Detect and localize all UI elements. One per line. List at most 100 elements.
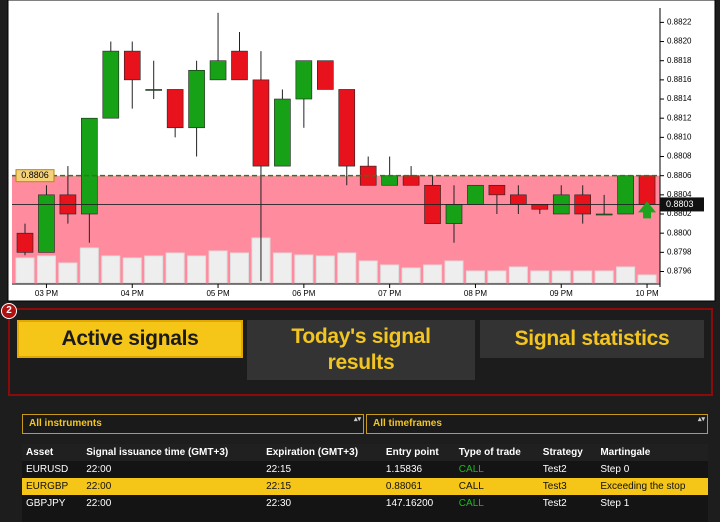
table-cell: EURUSD [26,464,69,475]
volume-bar [272,252,292,284]
signal-level-label: 0.8806 [21,170,49,180]
signal-arrow [638,201,657,219]
candle-body [274,98,291,167]
y-tick-label: 0.8802 [667,209,692,218]
volume-bar [380,264,400,284]
y-tick-label: 0.8798 [667,247,692,256]
volume-bar [337,252,357,284]
candle-body [617,175,634,215]
table-cell: 147.16200 [385,498,434,509]
y-tick-label: 0.8814 [667,94,692,103]
volume-bar [530,270,550,284]
table-cell: EURGBP [22,478,83,495]
tab[interactable]: Signal statistics [480,320,704,358]
table-cell: 0.88061 [381,478,455,495]
table-cell: CALL [458,498,484,509]
candle-body [488,184,506,196]
column-header: Expiration (GMT+3) [262,444,382,461]
volume-bar [208,250,228,284]
volume-bar [637,274,657,284]
volume-bar [358,260,378,284]
volume-bar [15,257,35,284]
volume-bar [58,262,78,284]
tab[interactable]: Active signals [17,320,243,358]
volume-bar [423,264,443,284]
table-cell: 22:15 [262,478,382,495]
y-tick-label: 0.8810 [667,132,692,141]
tab[interactable]: Today's signal results [247,320,475,380]
column-header: Type of trade [454,444,539,461]
candle-body [209,60,227,81]
dropdown[interactable]: All timeframes [366,414,708,434]
table-cell: CALL [454,478,539,495]
volume-bar [144,255,164,284]
table-cell: 22:00 [86,498,112,509]
x-tick-label: 04 PM [121,289,144,298]
y-tick-label: 0.8800 [667,228,692,237]
volume-bar [165,252,185,284]
candle-body [16,232,34,253]
table-cell: 22:15 [266,464,292,475]
y-tick-label: 0.8804 [667,190,692,199]
table-cell: CALL [458,464,484,475]
y-tick-label: 0.8806 [667,171,692,180]
table-cell: GBPJPY [26,498,66,509]
candle-body [123,50,141,81]
header-row: Asset Signal issuance time (GMT+3) Expirat… [22,444,708,461]
candle-body [338,89,356,167]
volume-bar [79,247,99,284]
y-tick-label: 0.8818 [667,56,692,65]
x-tick-label: 08 PM [464,289,487,298]
volume-bar [230,252,249,284]
badge: 2 [1,303,17,319]
candle-body [166,89,184,129]
x-tick-label: 07 PM [378,289,401,298]
column-header: Strategy [538,444,597,461]
candle-body [595,213,613,216]
y-tick-label: 0.8816 [667,75,692,84]
volume-bar [315,255,335,284]
table-cell: 22:30 [266,498,292,509]
volume-bar [294,254,314,284]
y-tick-label: 0.8808 [667,152,692,161]
column-header: Martingale [596,444,708,461]
current-price-box [660,197,704,212]
column-header: Signal issuance time (GMT+3) [82,444,263,461]
table-cell: Step 0 [600,464,630,475]
table-row: EURGBP 22:00 22:15 0.88061 CALL Test3 Exceedin… [22,478,708,495]
current-price-label: 0.8803 [666,199,694,209]
volume-bar [594,270,614,284]
column-header: Asset [22,444,83,461]
x-tick-label: 09 PM [550,289,573,298]
signal-level-box [15,169,55,183]
table-row: EURUSD 22:00 22:15 1.15836 CALL Test2 Step 0 [22,461,708,478]
volume-bar [573,270,593,284]
chart: 0.8796 0.8798 0.8800 0.8802 0.8804 0.8806 0.88… [7,0,716,302]
signals-table: Asset Signal issuance time (GMT+3) Expirat… [22,444,708,522]
volume-bar [465,270,485,284]
table-cell: Exceeding the stop [596,478,708,495]
volume-bar [551,270,571,284]
candle-body [81,117,98,215]
column-header: Entry point [381,444,455,461]
candle-body [188,69,205,129]
candle-body [316,60,334,90]
volume-bar [616,266,636,284]
table-cell: Test2 [542,498,567,509]
candle-body [638,175,656,205]
y-tick-label: 0.8822 [667,17,692,26]
volume-bar [122,257,142,284]
candle-body [445,204,463,224]
table-cell: 22:00 [82,478,263,495]
volume-bar [401,267,421,284]
candle-body [402,175,420,186]
table-cell: Test2 [542,464,567,475]
table-cell: 22:00 [86,464,112,475]
dropdown[interactable]: All instruments [22,414,364,434]
volume-bar [508,266,528,284]
x-tick-label: 03 PM [35,289,58,298]
candle-body [102,50,120,119]
x-tick-label: 05 PM [206,289,229,298]
x-tick-label: 10 PM [635,289,658,298]
